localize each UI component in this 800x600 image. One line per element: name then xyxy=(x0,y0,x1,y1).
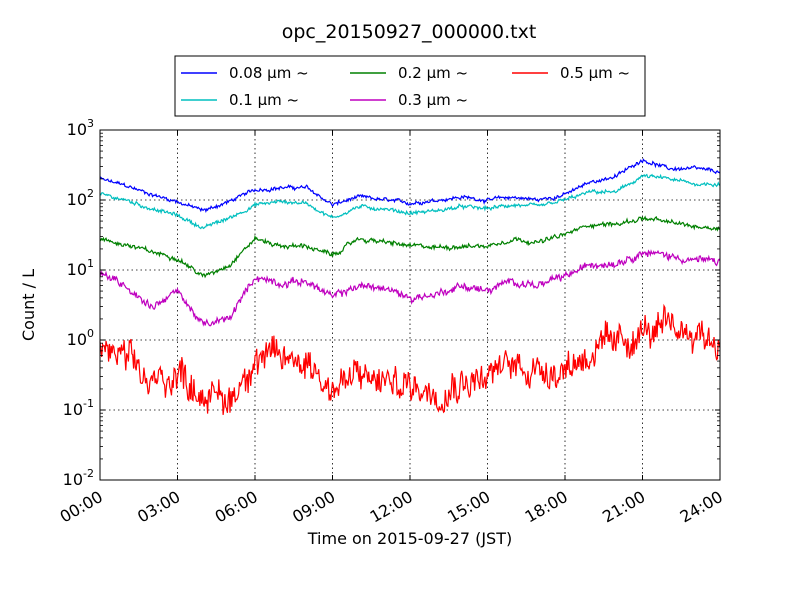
legend-entry: 0.08 μm ~ xyxy=(229,64,309,82)
ticks xyxy=(99,129,721,481)
legend-box xyxy=(174,55,646,117)
legend-entry: 0.5 μm ~ xyxy=(560,64,630,82)
y-tick-label: 102 xyxy=(67,187,94,209)
y-tick-label: 101 xyxy=(67,257,94,279)
plot-area xyxy=(99,158,721,415)
series-line xyxy=(99,158,721,213)
series-line xyxy=(99,303,721,415)
y-tick-label: 10-2 xyxy=(63,467,94,489)
y-tick-label: 103 xyxy=(67,117,94,139)
y-tick-label: 100 xyxy=(67,327,94,349)
chart-title: opc_20150927_000000.txt xyxy=(282,21,537,43)
series-line xyxy=(99,215,721,279)
series-line xyxy=(99,249,721,327)
y-tick-label: 10-1 xyxy=(63,397,94,419)
series-line xyxy=(99,173,721,230)
legend-entry: 0.1 μm ~ xyxy=(229,91,299,109)
legend: 0.08 μm ~ 0.1 μm ~ 0.2 μm ~ 0.3 μm ~ 0.5 μm … xyxy=(174,55,646,117)
x-axis-label: Time on 2015-09-27 (JST) xyxy=(307,529,512,548)
y-tick-labels: 10-2 10-1 100 101 102 103 xyxy=(63,117,94,489)
legend-entry: 0.2 μm ~ xyxy=(398,64,468,82)
legend-entry: 0.3 μm ~ xyxy=(398,91,468,109)
y-axis-label: Count / L xyxy=(19,269,38,341)
